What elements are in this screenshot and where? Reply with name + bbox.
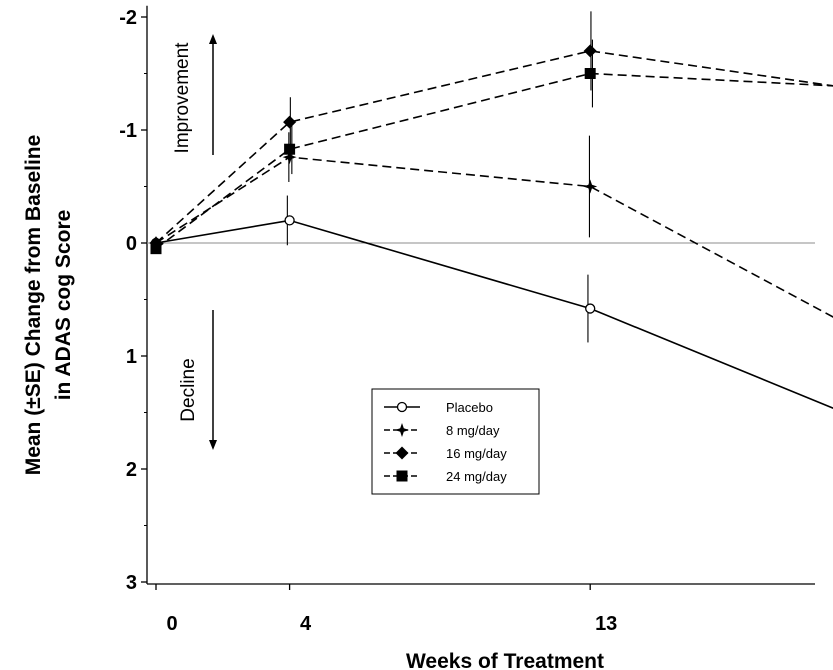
y-axis-title-line2: in ADAS cog Score bbox=[52, 210, 75, 401]
decline-label: Decline bbox=[178, 358, 199, 421]
decline-arrowhead bbox=[209, 440, 217, 450]
legend-entry: 24 mg/day bbox=[384, 469, 507, 484]
data-point bbox=[584, 68, 596, 79]
legend-marker bbox=[395, 446, 409, 460]
x-axis-title: Weeks of Treatment bbox=[406, 650, 604, 670]
x-tick-label: 4 bbox=[300, 613, 312, 635]
legend: Placebo 8 mg/day 16 mg/day 24 mg/day bbox=[371, 388, 540, 495]
series-24-mg-day bbox=[150, 39, 833, 255]
data-point bbox=[282, 150, 297, 165]
data-point bbox=[150, 243, 162, 255]
series-layer bbox=[149, 11, 833, 410]
legend-marker bbox=[395, 423, 409, 437]
improvement-arrowhead bbox=[209, 34, 217, 44]
data-point bbox=[583, 179, 598, 194]
improvement-label: Improvement bbox=[172, 42, 193, 154]
legend-entry: 16 mg/day bbox=[384, 446, 507, 461]
series-line bbox=[155, 156, 833, 318]
y-tick-label: 0 bbox=[126, 233, 137, 255]
y-tick-label: 3 bbox=[126, 572, 137, 594]
legend-entry: Placebo bbox=[384, 400, 493, 415]
data-point bbox=[284, 215, 295, 226]
legend-marker bbox=[396, 401, 408, 413]
legend-label: Placebo bbox=[446, 400, 493, 415]
legend-label: 8 mg/day bbox=[446, 423, 500, 438]
legend-marker bbox=[396, 470, 408, 482]
legend-entry: 8 mg/day bbox=[384, 423, 500, 438]
legend-label: 24 mg/day bbox=[446, 469, 507, 484]
y-tick-label: 2 bbox=[126, 459, 137, 481]
x-tick-label: 13 bbox=[595, 613, 617, 635]
y-axis-title-line1: Mean (±SE) Change from Baseline bbox=[22, 135, 45, 476]
data-point bbox=[583, 44, 597, 58]
data-point bbox=[284, 143, 296, 155]
x-tick-label: 0 bbox=[166, 613, 177, 635]
y-tick-label: -2 bbox=[119, 7, 137, 29]
annotations: Improvement Decline bbox=[172, 34, 217, 450]
series-line bbox=[155, 219, 833, 410]
axes: -2-10123041321 bbox=[119, 5, 815, 635]
series-16-mg-day bbox=[149, 11, 833, 250]
legend-label: 16 mg/day bbox=[446, 446, 507, 461]
y-axis-title: Mean (±SE) Change from Baseline in ADAS … bbox=[22, 135, 75, 476]
series-8-mg-day bbox=[149, 132, 833, 318]
data-point bbox=[585, 303, 596, 314]
data-point bbox=[283, 115, 297, 129]
y-tick-label: 1 bbox=[126, 346, 137, 368]
series-line bbox=[155, 72, 833, 250]
y-tick-label: -1 bbox=[119, 120, 137, 142]
series-line bbox=[155, 50, 833, 244]
